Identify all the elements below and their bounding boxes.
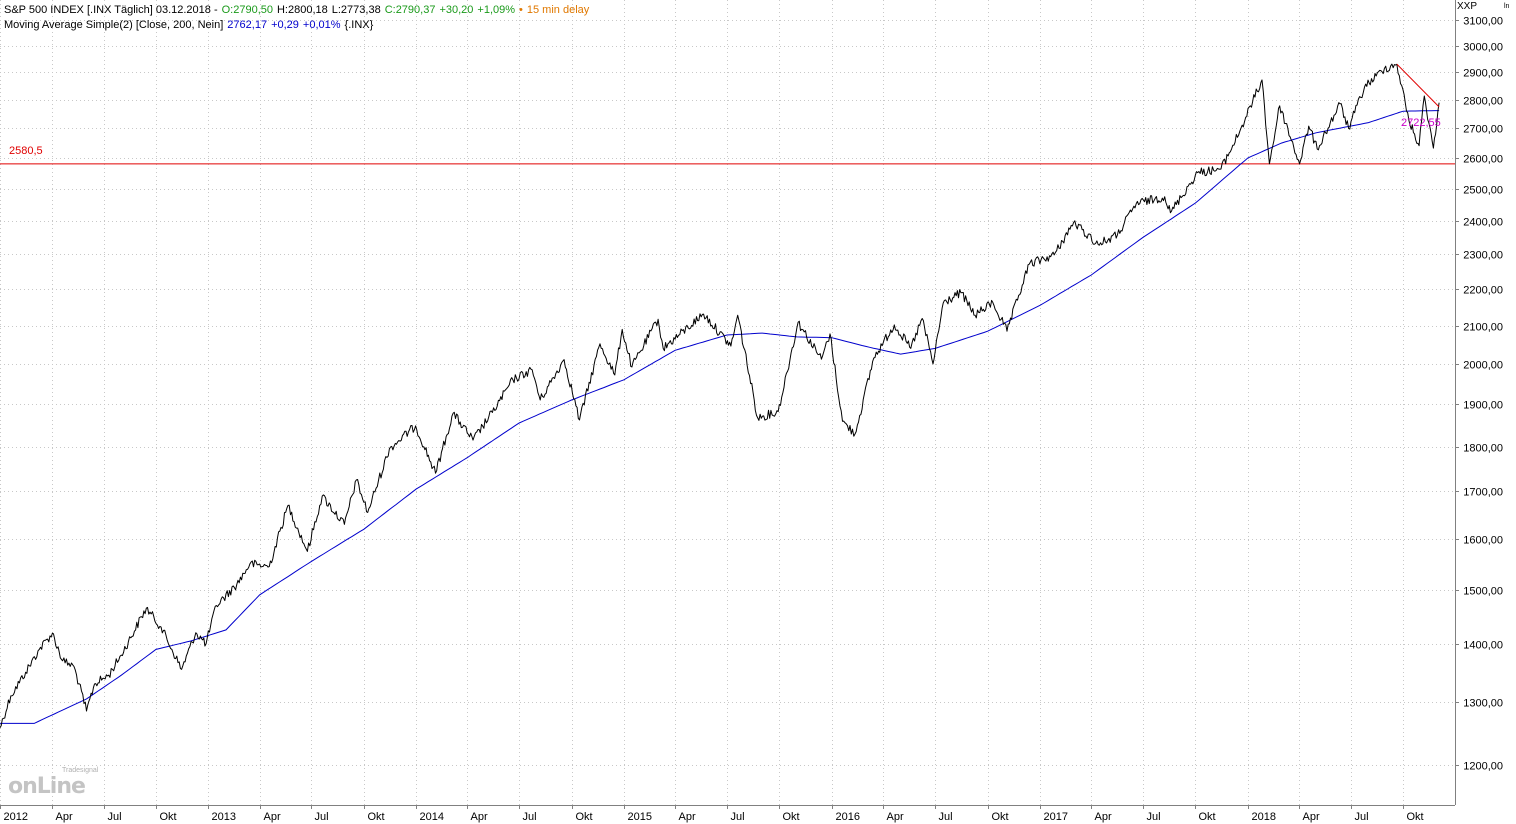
delay-label: 15 min delay <box>526 4 590 16</box>
y-tick-label: 2100,00 <box>1463 322 1503 334</box>
x-tick-label: Okt <box>576 811 593 823</box>
y-tick-label: 1800,00 <box>1463 443 1503 455</box>
x-tick-label: Apr <box>1303 811 1320 823</box>
x-tick-label: 2012 <box>4 811 28 823</box>
x-tick-label: 2018 <box>1252 811 1276 823</box>
change-pct-value: +1,09% <box>477 4 516 16</box>
plot-area <box>0 0 1455 805</box>
x-tick-label: Okt <box>1407 811 1424 823</box>
y-axis-strip <box>1455 0 1516 824</box>
x-tick-label: Apr <box>56 811 73 823</box>
scale-mode-label: ln <box>1504 3 1510 10</box>
logo-small-text: Tradesignal <box>62 767 99 774</box>
y-tick-label: 2300,00 <box>1463 250 1503 262</box>
y-tick-label: 3000,00 <box>1463 42 1503 54</box>
change-value: +30,20 <box>439 4 474 16</box>
ma-legend: Moving Average Simple(2) [Close, 200, Ne… <box>4 18 377 32</box>
y-tick-label: 2200,00 <box>1463 285 1503 297</box>
y-tick-label: 1300,00 <box>1463 698 1503 710</box>
y-tick-label: 1500,00 <box>1463 586 1503 598</box>
low-value: L:2773,38 <box>331 4 381 16</box>
y-tick-label: 1900,00 <box>1463 400 1503 412</box>
x-tick-label: Okt <box>368 811 385 823</box>
x-tick-label: Apr <box>264 811 281 823</box>
ma-badge-label: 2722,55 <box>1401 117 1441 129</box>
x-tick-label: Apr <box>471 811 488 823</box>
x-tick-label: Jul <box>939 811 953 823</box>
trend-line <box>1396 63 1440 108</box>
x-tick-label: Okt <box>783 811 800 823</box>
tradesignal-logo: Tradesignal onLine <box>6 765 110 799</box>
delay-dot-icon: • <box>519 4 523 16</box>
x-tick-label: 2017 <box>1044 811 1068 823</box>
high-value: H:2800,18 <box>276 4 328 16</box>
axis-symbol: XXP <box>1457 1 1477 12</box>
y-tick-label: 2900,00 <box>1463 68 1503 80</box>
price-line <box>0 63 1440 728</box>
x-tick-label: Okt <box>1199 811 1216 823</box>
y-tick-label: 1700,00 <box>1463 487 1503 499</box>
ma-value: 2762,17 <box>227 19 268 31</box>
y-tick-label: 1200,00 <box>1463 761 1503 773</box>
x-tick-label: Okt <box>160 811 177 823</box>
logo-main-text: onLine <box>8 774 86 799</box>
y-tick-label: 3100,00 <box>1463 16 1503 28</box>
ma-label: Moving Average Simple(2) [Close, 200, Ne… <box>4 19 224 31</box>
x-tick-label: Apr <box>1095 811 1112 823</box>
x-tick-label: Apr <box>887 811 904 823</box>
x-tick-label: 2015 <box>628 811 652 823</box>
grid-layer <box>0 0 1455 805</box>
close-value: C:2790,37 <box>384 4 436 16</box>
ma-change-pct: +0,01% <box>302 19 341 31</box>
x-tick-label: Okt <box>992 811 1009 823</box>
x-tick-label: 2014 <box>420 811 444 823</box>
x-tick-label: Jul <box>315 811 329 823</box>
x-tick-label: 2013 <box>212 811 236 823</box>
y-tick-label: 2000,00 <box>1463 360 1503 372</box>
x-tick-label: 2016 <box>836 811 860 823</box>
series-layer <box>0 63 1440 728</box>
open-value: O:2790,50 <box>221 4 273 16</box>
x-tick-label: Apr <box>679 811 696 823</box>
x-tick-label: Jul <box>108 811 122 823</box>
y-tick-label: 1600,00 <box>1463 535 1503 547</box>
ma-symbol: {.INX} <box>344 19 374 31</box>
support-line-layer: 2580,5 <box>0 145 1455 165</box>
y-tick-label: 2600,00 <box>1463 154 1503 166</box>
y-tick-label: 2700,00 <box>1463 124 1503 136</box>
support-line-label: 2580,5 <box>9 145 43 157</box>
y-tick-label: 2400,00 <box>1463 217 1503 229</box>
y-tick-label: 2500,00 <box>1463 185 1503 197</box>
x-tick-label: Jul <box>1355 811 1369 823</box>
price-legend: S&P 500 INDEX [.INX Täglich] 03.12.2018 … <box>4 3 593 17</box>
x-tick-label: Jul <box>523 811 537 823</box>
y-tick-label: 2800,00 <box>1463 96 1503 108</box>
instrument-label: S&P 500 INDEX [.INX Täglich] 03.12.2018 … <box>4 4 218 16</box>
moving-average-line <box>0 110 1440 724</box>
x-tick-label: Jul <box>731 811 745 823</box>
y-tick-label: 1400,00 <box>1463 640 1503 652</box>
ma-change: +0,29 <box>271 19 299 31</box>
x-tick-label: Jul <box>1147 811 1161 823</box>
